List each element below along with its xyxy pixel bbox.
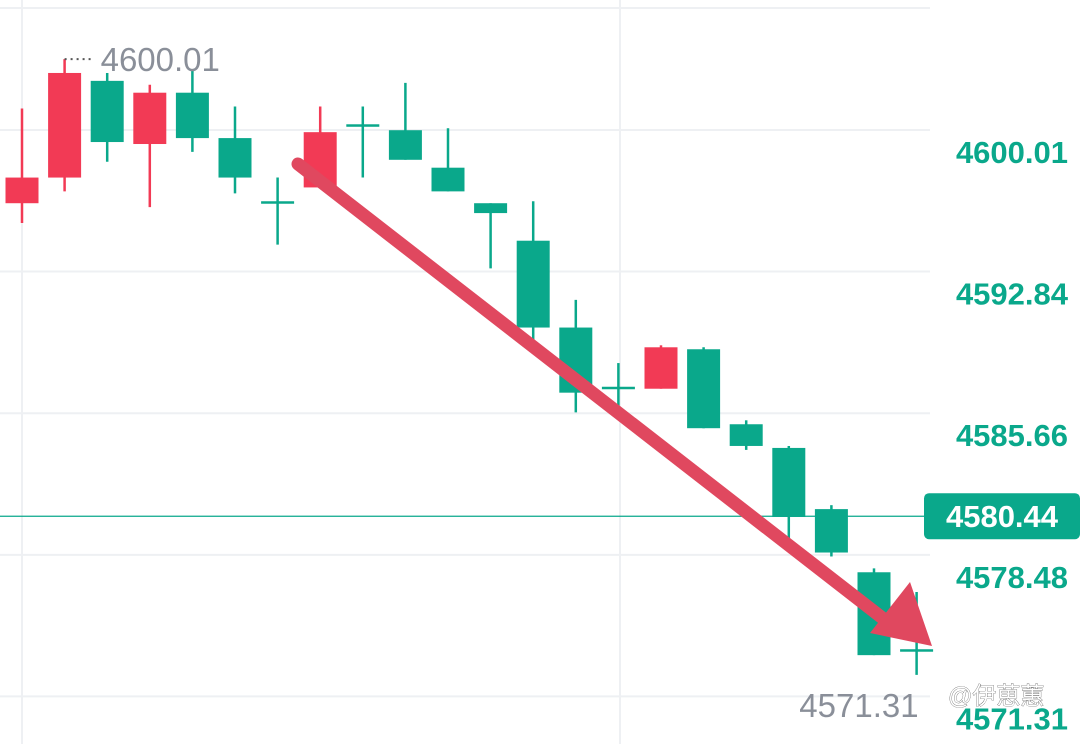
candle-body — [601, 386, 635, 390]
candle-body — [431, 167, 465, 192]
candle-body — [388, 130, 422, 160]
watermark-text: @伊葸蕙 — [948, 683, 1044, 710]
candle — [90, 72, 124, 162]
candle — [474, 203, 508, 269]
high-price-label: 4600.01 — [101, 41, 220, 78]
candle — [218, 106, 252, 194]
candle — [48, 59, 82, 192]
candle — [601, 363, 635, 409]
candle — [687, 347, 721, 429]
candle-body — [516, 240, 550, 328]
candle-body — [474, 203, 508, 214]
candle-body — [900, 649, 934, 652]
candle-body — [644, 347, 678, 389]
candle-body — [814, 509, 848, 553]
last-price-badge: 4580.44 — [924, 493, 1080, 540]
price-axis: 4600.01 4592.84 4585.66 4578.48 4571.31 — [956, 135, 1069, 736]
candle-body — [5, 177, 39, 204]
candle — [346, 106, 380, 178]
candle — [261, 177, 295, 245]
trend-arrow — [291, 157, 932, 646]
y-tick-label: 4592.84 — [956, 277, 1069, 312]
y-tick-label: 4571.31 — [956, 701, 1068, 736]
candle-body — [218, 138, 252, 178]
candle-body — [175, 92, 209, 139]
candle-body — [729, 424, 763, 446]
candle — [729, 420, 763, 450]
price-markers: 4600.01 4571.31 — [64, 41, 919, 724]
candle-body — [261, 201, 295, 204]
y-tick-label: 4578.48 — [956, 560, 1068, 595]
candle-body — [772, 447, 806, 518]
last-price-badge-text: 4580.44 — [946, 499, 1059, 534]
candle — [814, 505, 848, 557]
candle — [644, 345, 678, 389]
candle — [772, 445, 806, 539]
candle-body — [133, 92, 167, 145]
trend-arrow-head — [870, 582, 932, 646]
candle-body — [48, 72, 82, 178]
candles — [5, 59, 934, 675]
low-price-label: 4571.31 — [799, 687, 918, 724]
candle — [5, 108, 39, 223]
candle-body — [346, 124, 380, 127]
candle — [175, 69, 209, 152]
candle — [516, 201, 550, 344]
trend-arrow-shaft — [291, 157, 892, 627]
candle — [133, 84, 167, 208]
candle — [431, 128, 465, 192]
last-price-badge-box — [924, 493, 1080, 540]
candle-body — [90, 80, 124, 143]
candle-body — [687, 349, 721, 429]
y-tick-label: 4585.66 — [956, 418, 1068, 453]
candle — [388, 82, 422, 160]
y-tick-label: 4600.01 — [956, 135, 1068, 170]
